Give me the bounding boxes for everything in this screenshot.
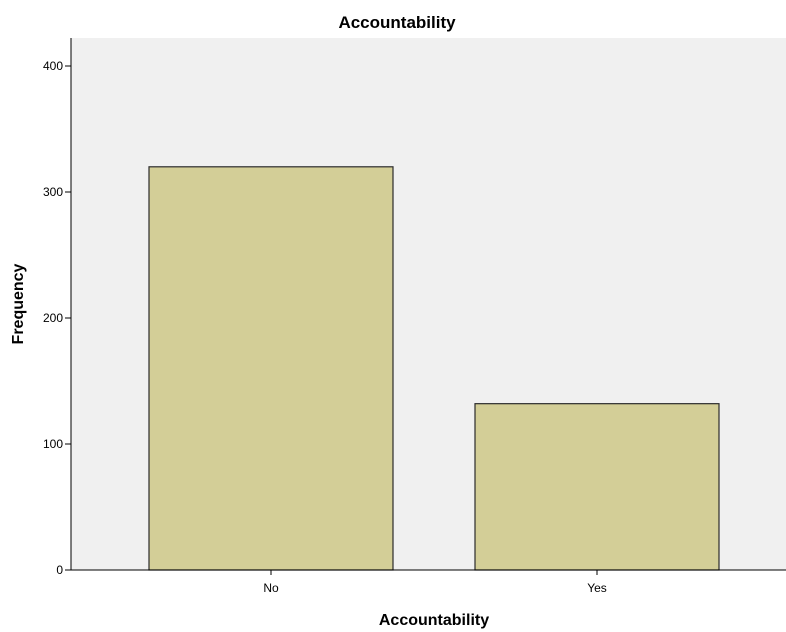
x-ticks-group: No Yes	[263, 570, 607, 595]
chart-title: Accountability	[338, 13, 456, 32]
x-axis-title: Accountability	[379, 612, 489, 629]
bars-group	[148, 166, 720, 571]
y-tick-label: 400	[43, 59, 63, 73]
y-axis-title: Frequency	[10, 263, 27, 344]
y-tick-label: 300	[43, 185, 63, 199]
y-tick-label: 200	[43, 311, 63, 325]
bar-no	[148, 166, 394, 571]
x-tick-label-no: No	[263, 581, 279, 595]
y-ticks-group: 0 100 200 300 400	[43, 59, 71, 577]
x-tick-label-yes: Yes	[587, 581, 607, 595]
y-tick-label: 0	[56, 563, 63, 577]
bar-yes	[474, 403, 720, 571]
y-tick-label: 100	[43, 437, 63, 451]
